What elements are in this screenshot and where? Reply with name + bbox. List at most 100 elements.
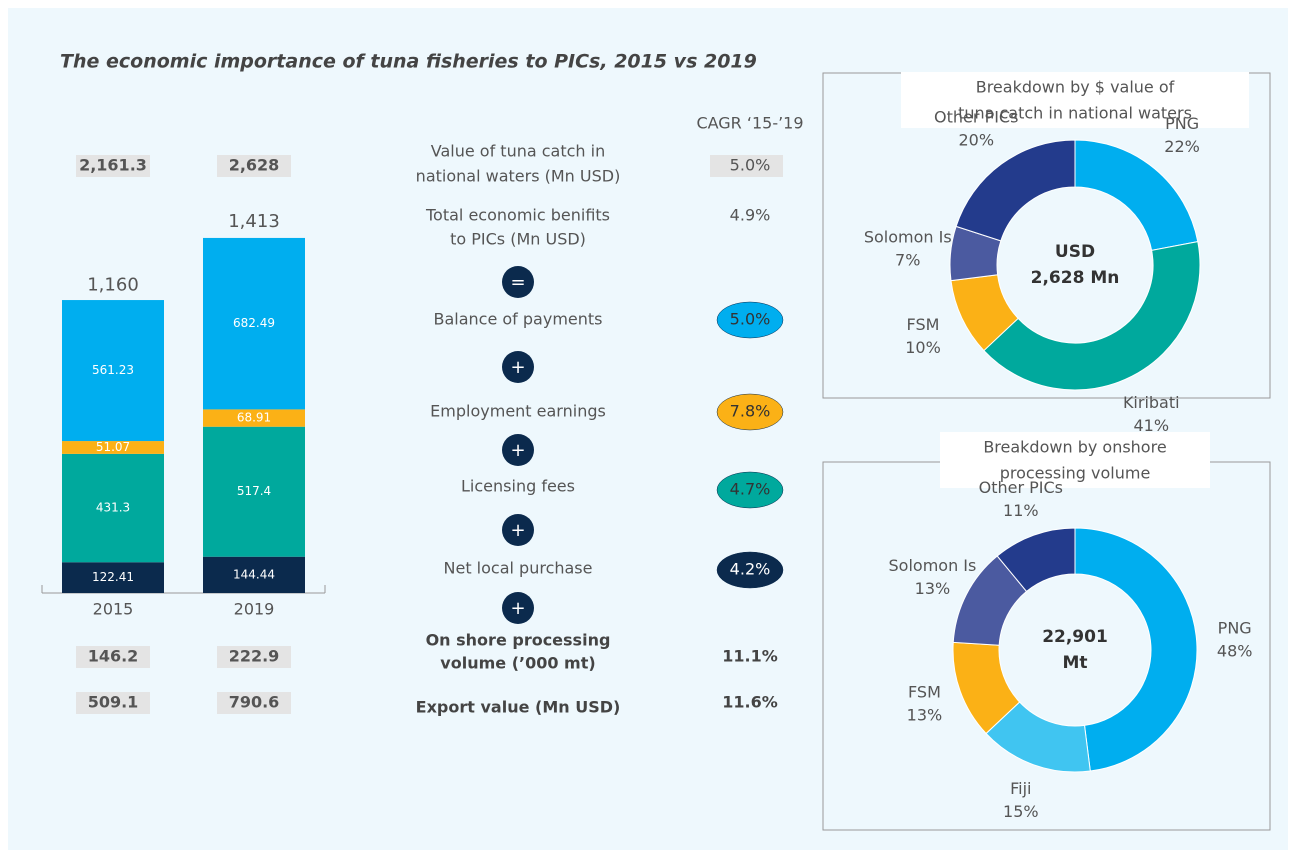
- bar-segment: [203, 237, 305, 410]
- cagr-pill: [716, 471, 784, 509]
- bar-segment: [62, 562, 164, 593]
- row-label: Total economic benifits: [425, 206, 610, 225]
- donut-center: USD: [1055, 242, 1095, 262]
- segment-label: 682.49: [233, 316, 275, 330]
- row-label: Export value (Mn USD): [416, 698, 621, 717]
- value-box: [76, 646, 150, 668]
- bar-segment: [203, 409, 305, 427]
- row-label: volume (’000 mt): [440, 654, 595, 673]
- bar-segment: [62, 453, 164, 563]
- donut-slice: [996, 527, 1076, 593]
- slice-value: 7%: [895, 251, 920, 270]
- slice-name: Solomon Is: [864, 228, 952, 247]
- series-name: Employment earnings: [430, 402, 606, 421]
- slice-value: 11%: [1003, 501, 1039, 520]
- slice-value: 10%: [905, 338, 941, 357]
- row-label: national waters (Mn USD): [416, 167, 621, 186]
- donut-title: tuna catch in national waters: [958, 104, 1192, 123]
- operator-circle: [502, 514, 534, 546]
- slice-name: PNG: [1165, 114, 1199, 133]
- operator: +: [510, 520, 525, 541]
- donut-title: Breakdown by $ value of: [976, 78, 1175, 97]
- row-label: to PICs (Mn USD): [450, 230, 586, 249]
- slice-name: FSM: [908, 683, 941, 702]
- x-tick-label: 2019: [234, 600, 275, 619]
- segment-label: 51.07: [96, 440, 130, 454]
- row-value: 509.1: [88, 693, 139, 712]
- row-cagr: 11.6%: [722, 693, 778, 712]
- bar-segment: [203, 556, 305, 593]
- segment-label: 144.44: [233, 567, 275, 581]
- segment-label: 561.23: [92, 363, 134, 377]
- operator-circle: [502, 592, 534, 624]
- cagr-value: 4.7%: [730, 480, 771, 499]
- segment-label: 431.3: [96, 501, 130, 515]
- operator: +: [510, 598, 525, 619]
- slice-name: FSM: [907, 315, 940, 334]
- total-label: 1,160: [87, 275, 139, 296]
- value-box: [217, 155, 291, 177]
- value-box: [217, 692, 291, 714]
- slice-value: 48%: [1217, 641, 1253, 660]
- donut-title-box: [940, 432, 1210, 488]
- donut-slice: [1074, 527, 1198, 772]
- cagr-pill: [716, 551, 784, 589]
- donut-center: 2,628 Mn: [1031, 268, 1120, 288]
- donut-title: processing volume: [1000, 464, 1151, 483]
- bar-segment: [62, 441, 164, 454]
- row-label: Value of tuna catch in: [431, 142, 605, 161]
- slice-value: 13%: [915, 579, 951, 598]
- donut-slice: [955, 139, 1076, 242]
- title: The economic importance of tuna fisherie…: [60, 51, 757, 73]
- cagr-pill: [716, 301, 784, 339]
- x-tick-label: 2015: [93, 600, 134, 619]
- cagr-value: 4.2%: [730, 560, 771, 579]
- segment-label: 68.91: [237, 411, 271, 425]
- cagr-value: 5.0%: [730, 310, 771, 329]
- series-name: Balance of payments: [433, 310, 602, 329]
- operator-circle: [502, 266, 534, 298]
- bar-segment: [203, 426, 305, 557]
- row-cagr: 4.9%: [730, 206, 771, 225]
- series-name: Licensing fees: [461, 477, 575, 496]
- slice-value: 20%: [958, 131, 994, 150]
- slice-name: Solomon Is: [889, 556, 977, 575]
- slice-value: 22%: [1164, 137, 1200, 156]
- row-label: On shore processing: [426, 631, 611, 650]
- operator: =: [510, 272, 525, 293]
- row-value: 2,628: [229, 156, 280, 175]
- donut-slice: [983, 240, 1201, 391]
- series-name: Net local purchase: [444, 559, 593, 578]
- slice-value: 41%: [1133, 416, 1169, 435]
- slice-name: Kiribati: [1123, 393, 1180, 412]
- cagr-value: 7.8%: [730, 402, 771, 421]
- row-value: 146.2: [88, 647, 139, 666]
- slice-value: 15%: [1003, 802, 1039, 821]
- value-box: [217, 646, 291, 668]
- bar-segment: [62, 300, 164, 442]
- row-value: 222.9: [229, 647, 280, 666]
- slice-name: Other PICs: [979, 478, 1063, 497]
- donut-title: Breakdown by onshore: [983, 438, 1166, 457]
- operator-circle: [502, 351, 534, 383]
- operator: +: [510, 357, 525, 378]
- slice-name: PNG: [1218, 618, 1252, 637]
- cagr-pill: [716, 393, 784, 431]
- donut-center: Mt: [1062, 653, 1087, 673]
- row-value: 2,161.3: [79, 156, 147, 175]
- slice-name: Fiji: [1010, 779, 1031, 798]
- operator-circle: [502, 434, 534, 466]
- row-cagr: 11.1%: [722, 647, 778, 666]
- slice-value: 13%: [907, 706, 943, 725]
- slice-name: Other PICs: [934, 108, 1018, 127]
- operator: +: [510, 440, 525, 461]
- row-cagr: 5.0%: [730, 156, 771, 175]
- cagr-box: [710, 155, 783, 177]
- value-box: [76, 692, 150, 714]
- segment-label: 122.41: [92, 570, 134, 584]
- value-box: [76, 155, 150, 177]
- segment-label: 517.4: [237, 484, 271, 498]
- donut-title-box: [901, 72, 1249, 128]
